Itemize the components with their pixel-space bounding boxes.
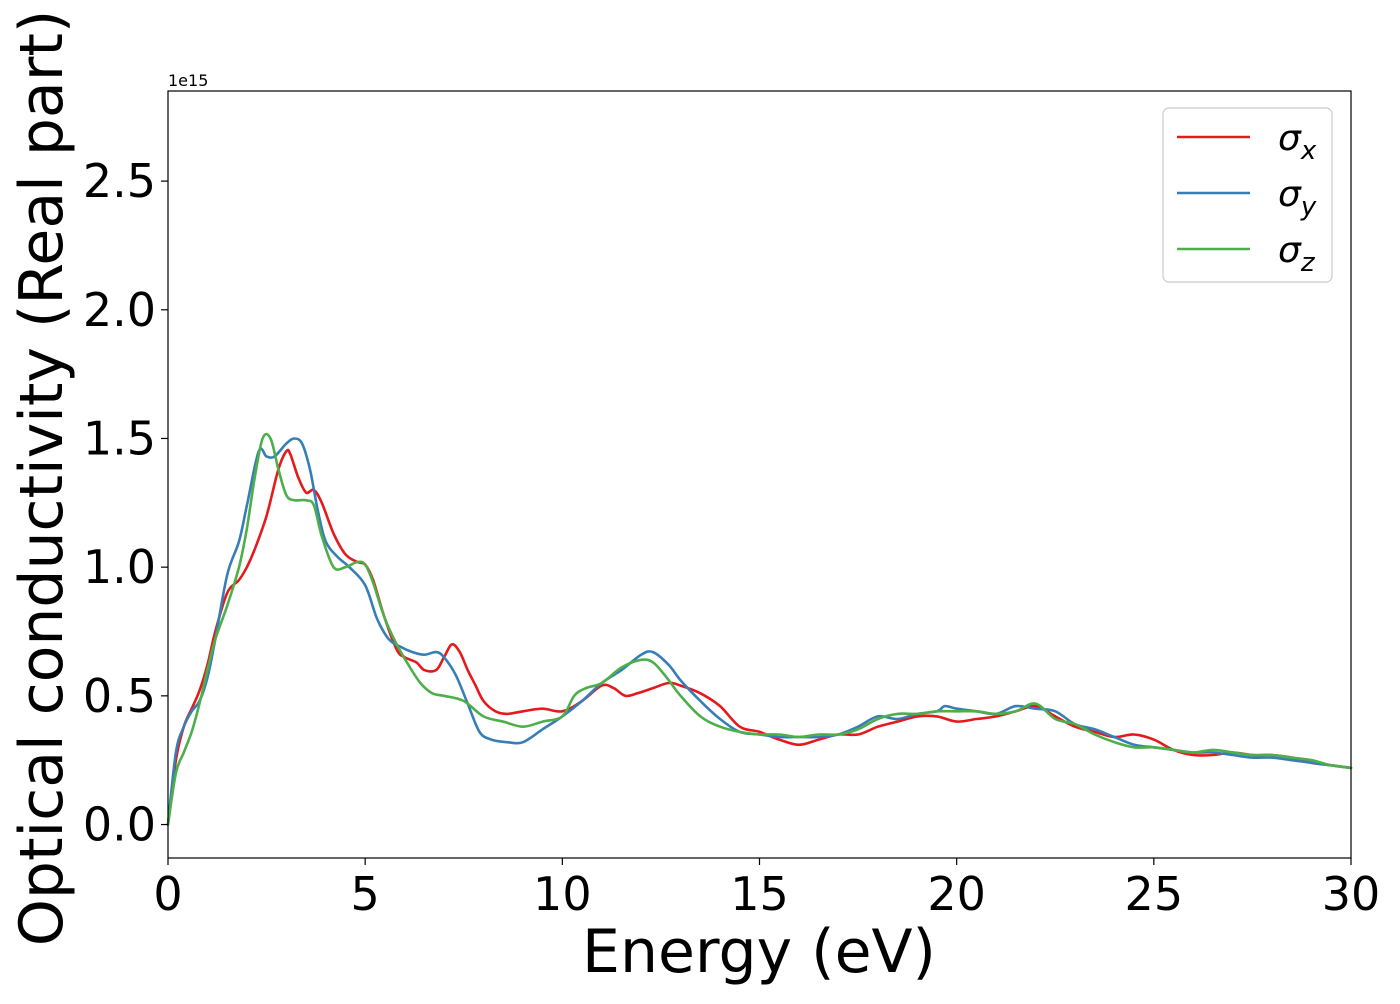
y-tick-label: 1.0: [83, 540, 156, 594]
legend-label-base: σ: [1278, 174, 1302, 215]
y-tick-label: 1.5: [83, 411, 156, 465]
y-axis: 0.0 0.5 1.0 1.5 2.0 2.5: [83, 154, 168, 852]
legend-label-subscript: x: [1300, 136, 1317, 166]
series-layer: [166, 432, 1353, 826]
x-axis-title: Energy (eV): [582, 917, 936, 987]
x-tick-label: 20: [927, 867, 986, 921]
y-tick-label: 0.5: [83, 669, 156, 723]
legend-label-subscript: z: [1300, 248, 1316, 278]
y-tick-label: 0.0: [83, 798, 156, 852]
y-tick-label: 2.0: [83, 283, 156, 337]
x-tick-label: 10: [533, 867, 592, 921]
legend-label-x: σx: [1278, 118, 1317, 166]
x-axis: 0 5 10 15 20 25 30: [153, 858, 1380, 921]
series-line-y: [166, 437, 1353, 826]
x-tick-label: 15: [730, 867, 789, 921]
y-tick-label: 2.5: [83, 154, 156, 208]
y-axis-title: Optical conductivity (Real part): [7, 10, 77, 947]
y-offset-label: 1e15: [168, 71, 208, 90]
x-tick-label: 25: [1125, 867, 1184, 921]
series-line-z: [166, 432, 1353, 826]
x-tick-label: 30: [1322, 867, 1381, 921]
legend-label-base: σ: [1278, 230, 1302, 271]
x-tick-label: 0: [153, 867, 182, 921]
legend-label-y: σy: [1278, 174, 1317, 222]
legend-label-z: σz: [1278, 230, 1316, 278]
x-tick-label: 5: [351, 867, 380, 921]
legend-box: [1162, 107, 1333, 283]
legend-label-subscript: y: [1300, 192, 1317, 222]
legend-label-base: σ: [1278, 118, 1302, 159]
plot-area: [168, 91, 1351, 858]
